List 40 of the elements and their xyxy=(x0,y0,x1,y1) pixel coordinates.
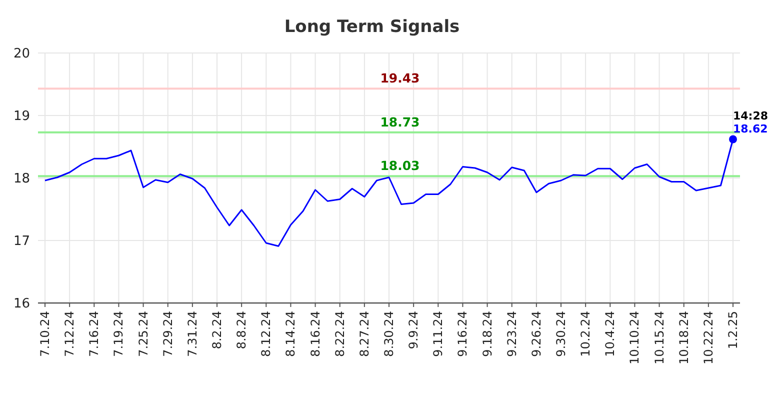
y-tick-label: 16 xyxy=(13,296,30,312)
x-tick-label: 8.8.24 xyxy=(234,311,249,350)
x-tick-label: 10.15.24 xyxy=(652,311,666,364)
y-tick-label: 17 xyxy=(13,234,30,249)
ref-line-label: 19.43 xyxy=(380,70,420,86)
x-tick-label: 8.12.24 xyxy=(259,311,274,357)
y-tick-label: 19 xyxy=(13,109,30,124)
x-tick-label: 9.18.24 xyxy=(480,311,494,357)
x-tick-label: 9.11.24 xyxy=(431,311,446,357)
x-tick-label: 7.25.24 xyxy=(136,311,150,357)
annotation: 18.62 xyxy=(733,122,768,136)
x-tick-label: 7.12.24 xyxy=(62,311,77,357)
x-tick-label: 10.2.24 xyxy=(578,311,593,357)
x-tick-label: 9.16.24 xyxy=(456,311,470,357)
x-tick-label: 7.29.24 xyxy=(160,311,175,357)
x-tick-label: 8.2.24 xyxy=(210,311,224,350)
ref-line-label: 18.03 xyxy=(380,158,420,174)
y-tick-label: 18 xyxy=(13,172,30,186)
x-tick-label: 7.19.24 xyxy=(112,311,126,357)
x-tick-label: 8.27.24 xyxy=(357,311,372,357)
x-tick-label: 9.23.24 xyxy=(504,311,519,357)
x-tick-label: 10.22.24 xyxy=(701,311,716,364)
x-tick-label: 7.16.24 xyxy=(87,311,102,357)
chart-title: Long Term Signals xyxy=(284,17,460,37)
y-tick-label: 20 xyxy=(13,46,30,62)
x-tick-label: 9.26.24 xyxy=(529,311,544,357)
x-tick-label: 7.10.24 xyxy=(38,311,52,357)
x-tick-label: 8.14.24 xyxy=(284,311,298,357)
x-tick-label: 7.31.24 xyxy=(185,311,200,357)
x-tick-label: 9.9.24 xyxy=(406,311,421,350)
x-tick-label: 10.4.24 xyxy=(603,311,618,357)
annotation: 14:28 xyxy=(733,109,768,122)
x-tick-label: 10.10.24 xyxy=(628,311,642,364)
x-tick-label: 8.22.24 xyxy=(332,311,347,357)
x-tick-label: 10.18.24 xyxy=(676,311,691,364)
x-tick-label: 8.30.24 xyxy=(382,311,396,357)
ref-line-label: 18.73 xyxy=(380,114,420,130)
x-tick-label: 1.2.25 xyxy=(726,311,740,350)
x-tick-label: 8.16.24 xyxy=(308,311,322,357)
x-tick-label: 9.30.24 xyxy=(554,311,568,357)
